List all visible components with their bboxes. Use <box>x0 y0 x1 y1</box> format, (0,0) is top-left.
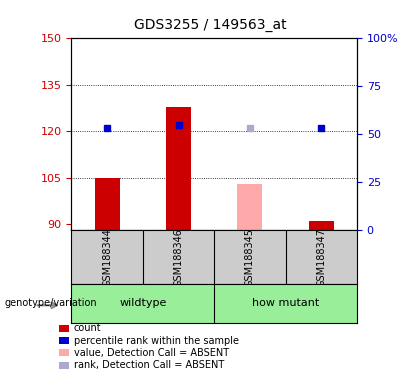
Text: GSM188346: GSM188346 <box>173 228 184 287</box>
Text: percentile rank within the sample: percentile rank within the sample <box>74 336 239 346</box>
Text: GSM188344: GSM188344 <box>102 228 112 287</box>
Text: count: count <box>74 323 101 333</box>
Text: GDS3255 / 149563_at: GDS3255 / 149563_at <box>134 18 286 32</box>
Text: value, Detection Call = ABSENT: value, Detection Call = ABSENT <box>74 348 228 358</box>
Text: how mutant: how mutant <box>252 298 319 308</box>
Text: GSM188345: GSM188345 <box>245 228 255 287</box>
Text: genotype/variation: genotype/variation <box>4 298 97 308</box>
Text: rank, Detection Call = ABSENT: rank, Detection Call = ABSENT <box>74 360 224 370</box>
Bar <box>237 184 262 230</box>
Bar <box>166 106 191 230</box>
Text: wildtype: wildtype <box>119 298 166 308</box>
Bar <box>94 178 120 230</box>
Bar <box>309 221 334 230</box>
Text: GSM188347: GSM188347 <box>316 228 326 287</box>
